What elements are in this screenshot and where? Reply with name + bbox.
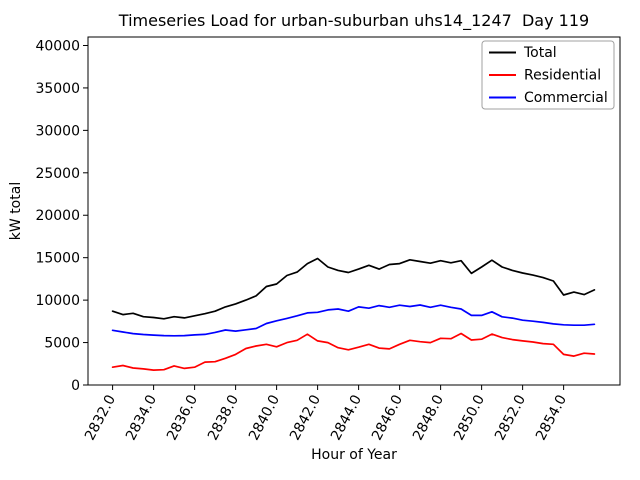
axes-frame xyxy=(87,36,621,386)
y-tick-label: 15000 xyxy=(35,251,80,267)
x-tick-label: 2840.0 xyxy=(246,392,283,443)
x-tick-label: 2852.0 xyxy=(492,392,529,443)
x-tick-label: 2854.0 xyxy=(533,392,570,443)
legend-label-commercial: Commercial xyxy=(524,90,608,106)
legend-label-residential: Residential xyxy=(524,68,601,84)
legend-frame xyxy=(481,40,615,110)
x-axis-label: Hour of Year xyxy=(311,447,397,463)
y-tick-label: 10000 xyxy=(35,293,80,309)
x-tick-label: 2834.0 xyxy=(123,392,160,443)
legend-label-total: Total xyxy=(523,45,557,61)
x-tick-label: 2846.0 xyxy=(369,392,406,443)
y-tick-label: 20000 xyxy=(35,208,80,224)
x-tick-label: 2848.0 xyxy=(410,392,447,443)
y-tick-label: 30000 xyxy=(35,123,80,139)
y-tick-label: 35000 xyxy=(35,81,80,97)
y-tick-label: 5000 xyxy=(44,336,80,352)
series-line-commercial xyxy=(111,304,596,337)
x-tick-label: 2850.0 xyxy=(451,392,488,443)
y-tick-label: 25000 xyxy=(35,166,80,182)
y-tick-label: 40000 xyxy=(35,38,80,54)
x-tick-label: 2836.0 xyxy=(164,392,201,443)
legend: Total Residential Commercial xyxy=(481,40,615,110)
y-axis-label: kW total xyxy=(8,182,24,240)
chart-title: Timeseries Load for urban-suburban uhs14… xyxy=(118,11,589,31)
x-tick-label: 2838.0 xyxy=(205,392,242,443)
series-line-residential xyxy=(111,332,596,371)
x-tick-label: 2832.0 xyxy=(82,392,119,443)
y-tick-label: 0 xyxy=(71,378,80,394)
x-tick-label: 2844.0 xyxy=(328,392,365,443)
x-tick-label: 2842.0 xyxy=(287,392,324,443)
series-line-total xyxy=(111,257,596,320)
